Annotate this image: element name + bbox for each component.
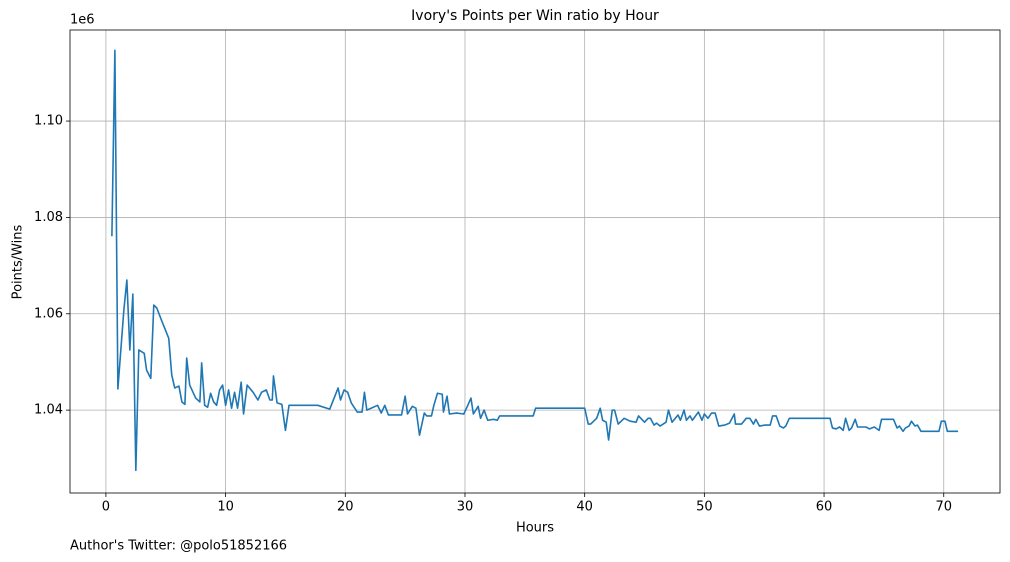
x-tick-label: 60 <box>816 500 833 515</box>
x-tick-label: 50 <box>696 500 713 515</box>
x-tick-label: 70 <box>935 500 952 515</box>
y-tick-label: 1.06 <box>34 306 63 321</box>
x-tick-label: 10 <box>217 500 234 515</box>
y-axis-label: Points/Wins <box>11 224 26 299</box>
x-tick-label: 30 <box>457 500 474 515</box>
plot-frame <box>69 29 1001 494</box>
y-tick-label: 1.10 <box>34 114 63 129</box>
line-series <box>111 49 959 472</box>
footer: Author's Twitter: @polo51852166 <box>70 539 287 554</box>
x-tick-label: 20 <box>337 500 354 515</box>
x-tick-label: 40 <box>576 500 593 515</box>
y-tick-label: 1.08 <box>34 210 63 225</box>
y-offset-label: 1e6 <box>70 13 95 28</box>
x-tick-label: 0 <box>102 500 110 515</box>
x-axis-label: Hours <box>516 521 554 536</box>
chart-title: Ivory's Points per Win ratio by Hour <box>411 8 659 24</box>
y-tick-label: 1.04 <box>34 403 63 418</box>
